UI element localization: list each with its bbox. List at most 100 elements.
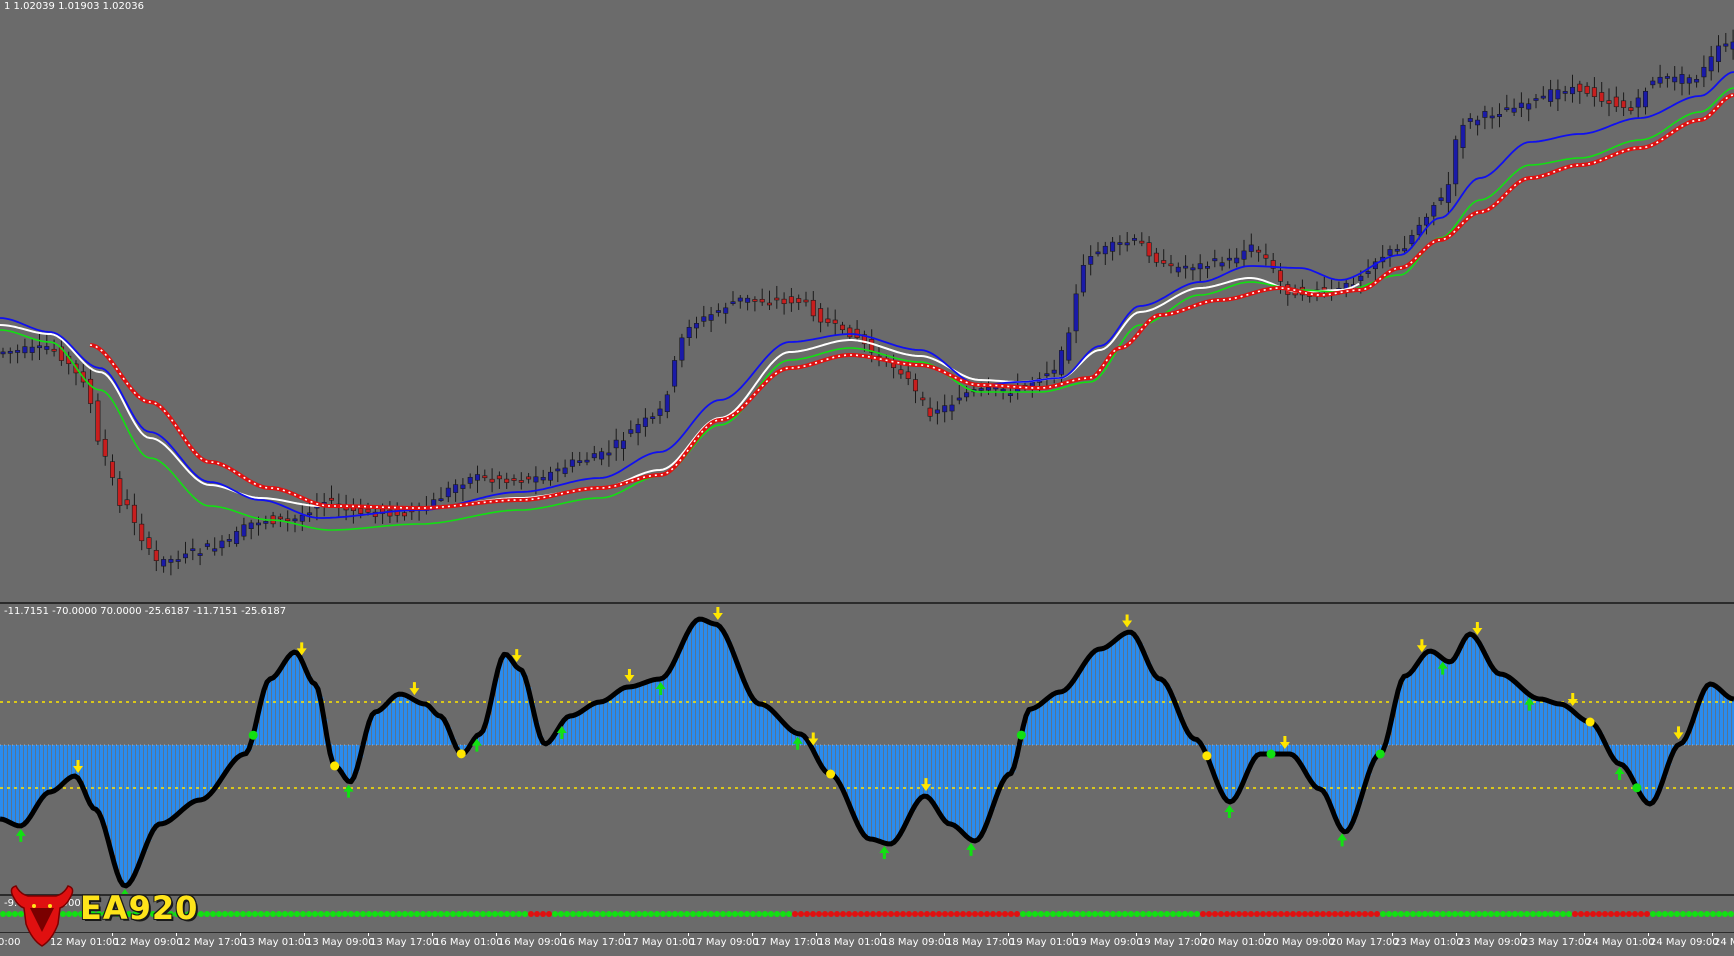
histogram-bar xyxy=(1488,659,1492,745)
green-dot xyxy=(1380,911,1386,917)
histogram-bar xyxy=(568,716,572,745)
histogram-bar xyxy=(908,745,912,819)
time-tick-mark xyxy=(1008,933,1009,936)
histogram-bar xyxy=(1172,695,1176,745)
histogram-bar xyxy=(1044,701,1048,745)
bear-candle xyxy=(898,369,904,375)
red-dot xyxy=(1272,911,1278,917)
green-dot xyxy=(522,911,528,917)
histogram-bar xyxy=(1408,675,1412,745)
histogram-bar xyxy=(816,745,820,756)
histogram-bar xyxy=(1428,651,1432,745)
green-dot xyxy=(1050,911,1056,917)
histogram-bar xyxy=(896,745,900,841)
histogram-bar xyxy=(788,727,792,745)
histogram-bar xyxy=(776,714,780,745)
red-dot xyxy=(1212,911,1218,917)
price-chart-pane[interactable]: 1 1.02039 1.01903 1.02036 xyxy=(0,0,1734,602)
bear-candle xyxy=(810,299,816,317)
green-dot xyxy=(1716,911,1722,917)
red-dot xyxy=(1596,911,1602,917)
bear-candle xyxy=(124,499,130,506)
histogram-bar xyxy=(1448,661,1452,745)
red-dot xyxy=(876,911,882,917)
red-dot xyxy=(936,911,942,917)
red-dot xyxy=(798,911,804,917)
up-arrow-icon xyxy=(655,681,666,695)
green-dot xyxy=(1140,911,1146,917)
green-dot xyxy=(1110,911,1116,917)
red-dot xyxy=(894,911,900,917)
histogram-bar xyxy=(392,698,396,745)
green-dot xyxy=(690,911,696,917)
bull-candle xyxy=(1059,350,1065,375)
red-dot xyxy=(1644,911,1650,917)
histogram-bar xyxy=(60,745,64,787)
time-tick-mark xyxy=(1712,933,1713,936)
histogram-bar xyxy=(64,745,68,783)
histogram-bar xyxy=(204,745,208,799)
histogram-bar xyxy=(792,730,796,745)
histogram-bar xyxy=(1632,745,1636,779)
green-dot xyxy=(1428,911,1434,917)
green-dot xyxy=(270,911,276,917)
histogram-bar xyxy=(1084,664,1088,745)
histogram-bar xyxy=(1104,648,1108,745)
oscillator-pane[interactable]: -11.7151 -70.0000 70.0000 -25.6187 -11.7… xyxy=(0,604,1734,894)
bull-candle xyxy=(1394,248,1400,252)
bull-candle xyxy=(1424,216,1430,226)
ma-green-line xyxy=(0,87,1734,531)
red-dot xyxy=(1320,911,1326,917)
histogram-bar xyxy=(124,745,128,886)
green-dot xyxy=(1728,911,1734,917)
green-dot xyxy=(384,911,390,917)
green-dot xyxy=(756,911,762,917)
down-arrow-icon xyxy=(920,778,931,792)
histogram-bar xyxy=(100,745,104,815)
histogram-bar xyxy=(420,702,424,745)
green-dot xyxy=(78,911,84,917)
histogram-bar xyxy=(1700,699,1704,745)
histogram-bar xyxy=(592,704,596,745)
histogram-bar xyxy=(92,745,96,807)
red-dot xyxy=(1602,911,1608,917)
time-tick-label: 17 May 01:00 xyxy=(626,937,695,948)
bear-candle xyxy=(504,478,510,483)
red-dot xyxy=(1218,911,1224,917)
bull-candle xyxy=(964,392,970,398)
histogram-bar xyxy=(80,745,84,782)
histogram-bar xyxy=(340,745,344,771)
histogram-bar xyxy=(1476,638,1480,745)
green-dot xyxy=(1506,911,1512,917)
red-dot xyxy=(1002,911,1008,917)
time-tick-label: 12 May 01:00 xyxy=(50,937,119,948)
green-dot xyxy=(774,911,780,917)
bull-candle xyxy=(642,417,648,427)
bull-candle xyxy=(1402,248,1408,252)
green-dot xyxy=(606,911,612,917)
signal-dots-pane[interactable]: -9.0 0.00 0.000 xyxy=(0,897,1734,931)
histogram-bar xyxy=(836,745,840,778)
pane-separator[interactable] xyxy=(0,602,1734,604)
green-dot xyxy=(72,911,78,917)
bear-candle xyxy=(1146,242,1152,257)
red-dot xyxy=(1302,911,1308,917)
green-dot xyxy=(444,911,450,917)
pane-separator[interactable] xyxy=(0,894,1734,896)
green-dot xyxy=(1392,911,1398,917)
green-dot xyxy=(198,911,204,917)
green-dot xyxy=(1422,911,1428,917)
histogram-bar xyxy=(236,745,240,759)
green-dot xyxy=(504,911,510,917)
histogram-bar xyxy=(216,745,220,787)
green-dot xyxy=(738,911,744,917)
green-dot xyxy=(252,911,258,917)
red-dot xyxy=(852,911,858,917)
green-dot xyxy=(564,911,570,917)
histogram-bar xyxy=(1544,699,1548,745)
histogram-bar xyxy=(1008,745,1012,775)
histogram-bar xyxy=(32,745,36,815)
green-dot xyxy=(468,911,474,917)
bull-candle xyxy=(292,518,298,522)
green-dot xyxy=(786,911,792,917)
